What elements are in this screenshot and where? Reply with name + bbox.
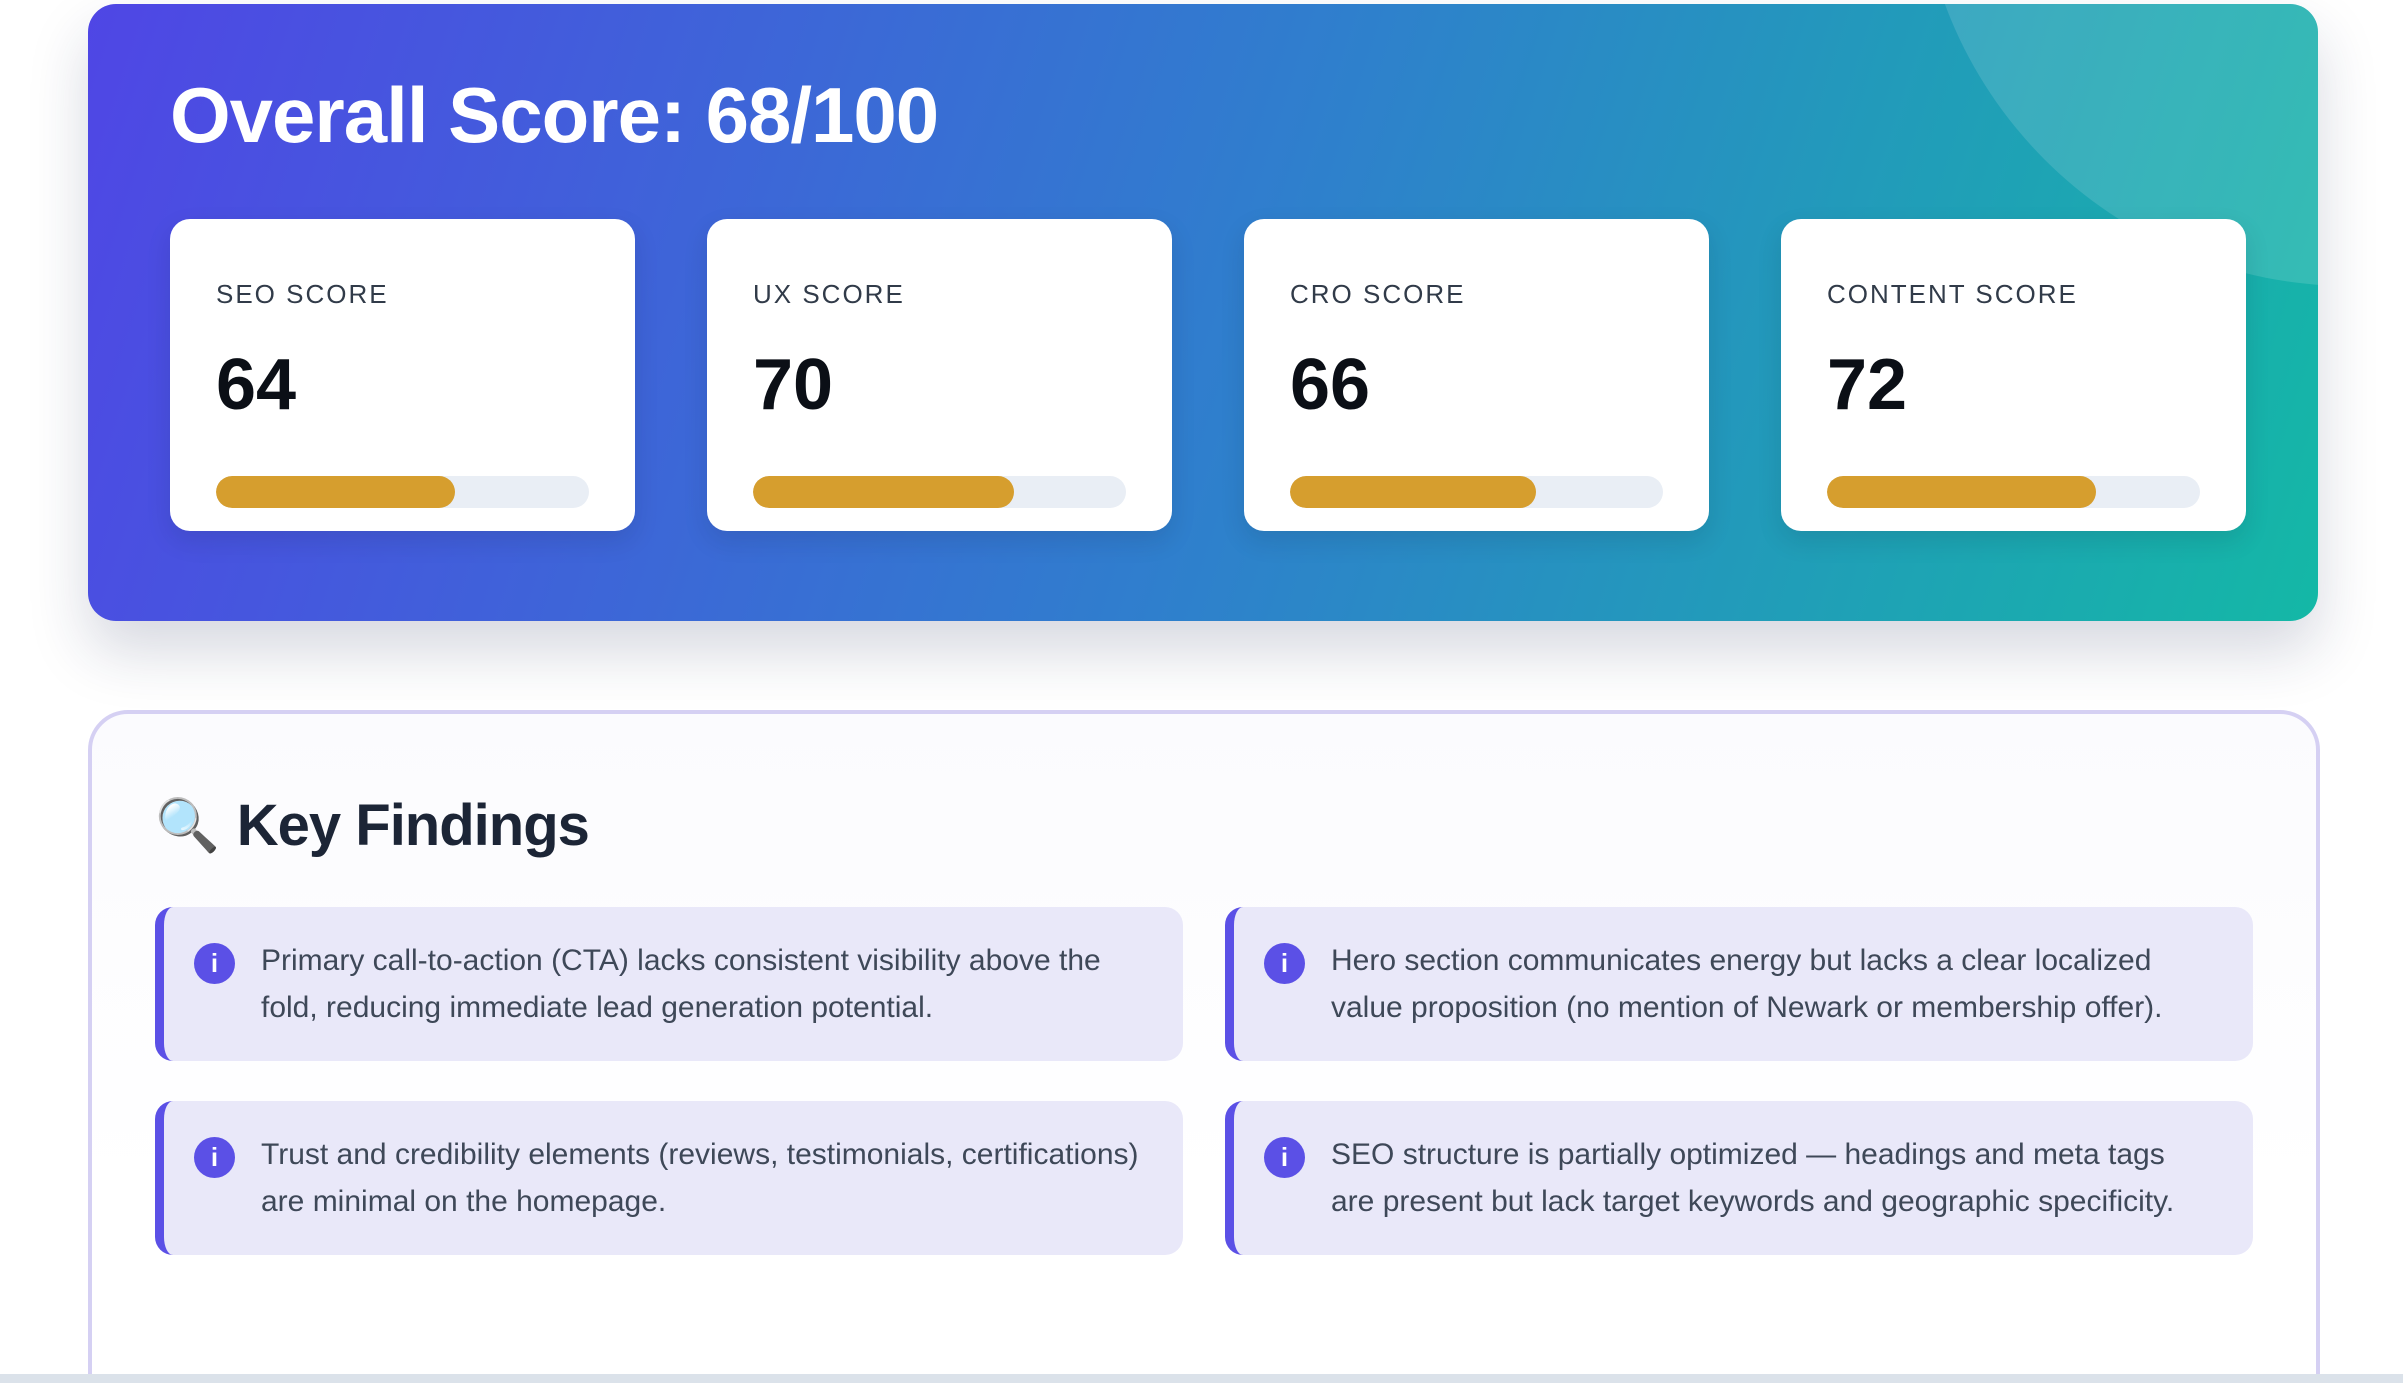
overall-score-title: Overall Score: 68/100 — [170, 71, 939, 159]
progress-track — [1290, 476, 1663, 508]
score-card-content: CONTENT SCORE 72 — [1781, 219, 2246, 531]
key-findings-heading-text: Key Findings — [236, 793, 590, 858]
findings-grid: i Primary call-to-action (CTA) lacks con… — [155, 907, 2253, 1255]
score-label: CONTENT SCORE — [1827, 279, 2078, 309]
score-value: 70 — [753, 345, 834, 425]
score-value: 72 — [1827, 345, 1908, 425]
progress-track — [753, 476, 1126, 508]
finding-text: SEO structure is partially optimized — h… — [1331, 1138, 2175, 1218]
overall-score-banner: Overall Score: 68/100 SEO SCORE 64 UX SC… — [88, 4, 2318, 621]
finding-card-cta-visibility: i Primary call-to-action (CTA) lacks con… — [155, 907, 1183, 1061]
score-card-cro: CRO SCORE 66 — [1244, 219, 1709, 531]
key-findings-section: 🔍 Key Findings i Primary call-to-action … — [88, 710, 2320, 1383]
score-card-seo: SEO SCORE 64 — [170, 219, 635, 531]
finding-card-seo-structure: i SEO structure is partially optimized —… — [1225, 1101, 2253, 1255]
score-value: 64 — [216, 345, 297, 425]
score-label: UX SCORE — [753, 279, 905, 309]
progress-fill — [753, 476, 1015, 508]
finding-card-trust-elements: i Trust and credibility elements (review… — [155, 1101, 1183, 1255]
score-card-row: SEO SCORE 64 UX SCORE 70 CRO SCORE 66 — [170, 219, 2246, 531]
score-label: CRO SCORE — [1290, 279, 1466, 309]
info-icon: i — [194, 943, 235, 984]
progress-track — [216, 476, 589, 508]
key-findings-heading: 🔍 Key Findings — [155, 792, 2253, 859]
info-icon: i — [1264, 1137, 1305, 1178]
progress-fill — [216, 476, 455, 508]
info-icon: i — [1264, 943, 1305, 984]
info-icon: i — [194, 1137, 235, 1178]
finding-text: Trust and credibility elements (reviews,… — [261, 1138, 1139, 1218]
progress-fill — [1827, 476, 2096, 508]
next-section-edge — [0, 1374, 2403, 1383]
progress-track — [1827, 476, 2200, 508]
magnifier-icon: 🔍 — [155, 797, 220, 855]
score-value: 66 — [1290, 345, 1371, 425]
score-card-ux: UX SCORE 70 — [707, 219, 1172, 531]
finding-text: Hero section communicates energy but lac… — [1331, 944, 2163, 1024]
score-label: SEO SCORE — [216, 279, 389, 309]
finding-card-hero-value-prop: i Hero section communicates energy but l… — [1225, 907, 2253, 1061]
finding-text: Primary call-to-action (CTA) lacks consi… — [261, 944, 1101, 1024]
progress-fill — [1290, 476, 1537, 508]
